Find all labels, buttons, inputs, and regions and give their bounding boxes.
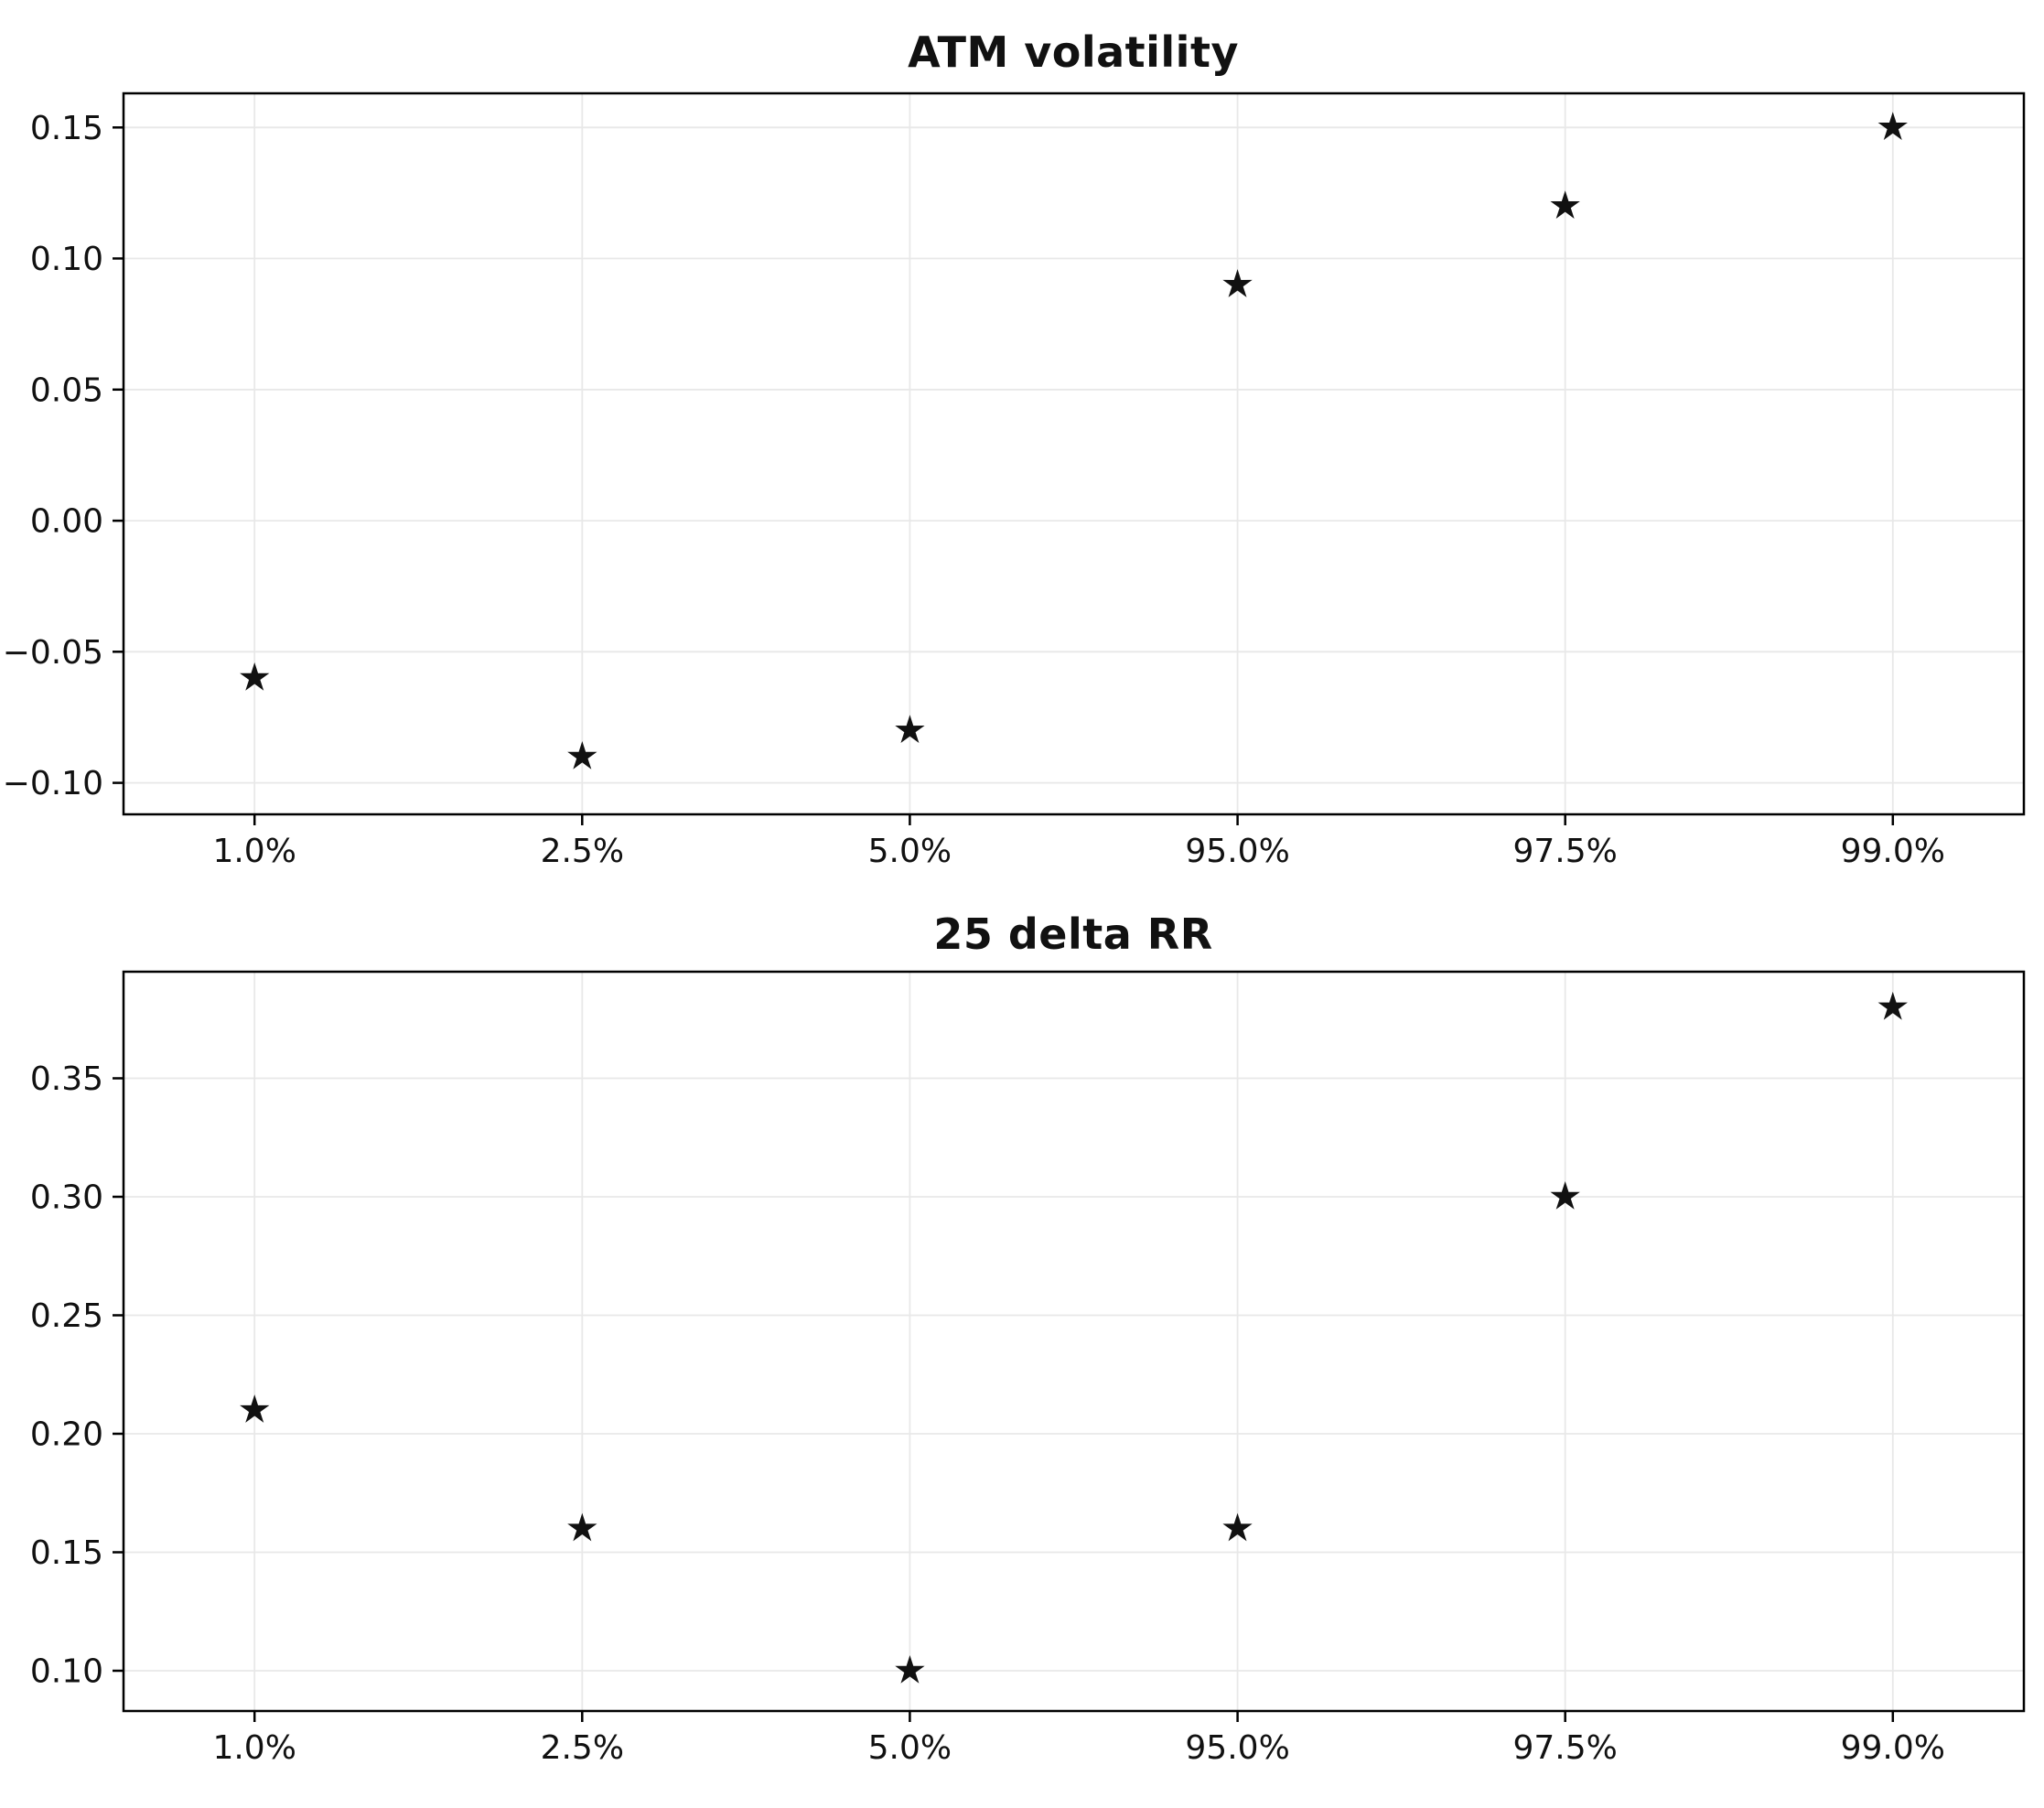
chart-title-atm-volatility: ATM volatility (908, 27, 1239, 77)
data-point-marker (1222, 1512, 1253, 1542)
y-tick-label: 0.10 (30, 241, 103, 278)
x-tick-label: 2.5% (541, 833, 624, 870)
data-point-marker (240, 662, 270, 691)
x-tick-label: 5.0% (868, 833, 952, 870)
data-point-marker (1550, 1181, 1580, 1210)
x-tick-label: 2.5% (541, 1729, 624, 1767)
y-tick-label: 0.30 (30, 1179, 103, 1217)
chart-title-25-delta-rr: 25 delta RR (933, 909, 1213, 959)
y-tick-label: 0.35 (30, 1060, 103, 1098)
data-point-marker (895, 715, 925, 744)
x-tick-label: 99.0% (1841, 833, 1945, 870)
data-point-marker (1877, 991, 1908, 1020)
x-tick-label: 97.5% (1513, 1729, 1618, 1767)
data-point-marker (895, 1654, 925, 1684)
x-tick-label: 1.0% (212, 833, 296, 870)
data-point-marker (1550, 190, 1580, 219)
y-tick-label: 0.15 (30, 1534, 103, 1572)
delta-rr-chart: 0.10 0.15 0.20 0.25 0.30 0.35 1.0% 2.5% 5.0% 95.0… (30, 970, 2026, 1767)
y-tick-label: −0.10 (3, 765, 103, 802)
plot-border (122, 970, 2026, 1713)
x-tick-label: 99.0% (1841, 1729, 1945, 1767)
data-point-marker (1222, 269, 1253, 297)
y-tick-label: 0.20 (30, 1416, 103, 1454)
data-point-marker (567, 740, 597, 769)
x-tick-label: 95.0% (1185, 1729, 1289, 1767)
y-tick-label: 0.00 (30, 503, 103, 541)
data-point-marker (240, 1394, 270, 1423)
atm-volatility-chart: −0.10 −0.05 0.00 0.05 0.10 0.15 1.0% 2.5% 5.0% 95… (3, 91, 2026, 870)
data-point-marker (1877, 112, 1908, 140)
y-tick-label: 0.25 (30, 1297, 103, 1335)
x-tick-label: 1.0% (212, 1729, 296, 1767)
x-tick-label: 95.0% (1185, 833, 1289, 870)
x-tick-label: 97.5% (1513, 833, 1618, 870)
y-tick-label: 0.15 (30, 110, 103, 147)
y-tick-label: −0.05 (3, 634, 103, 672)
y-tick-label: 0.10 (30, 1653, 103, 1691)
y-tick-label: 0.05 (30, 371, 103, 409)
plot-border (122, 91, 2026, 816)
data-point-marker (567, 1512, 597, 1542)
x-tick-label: 5.0% (868, 1729, 952, 1767)
